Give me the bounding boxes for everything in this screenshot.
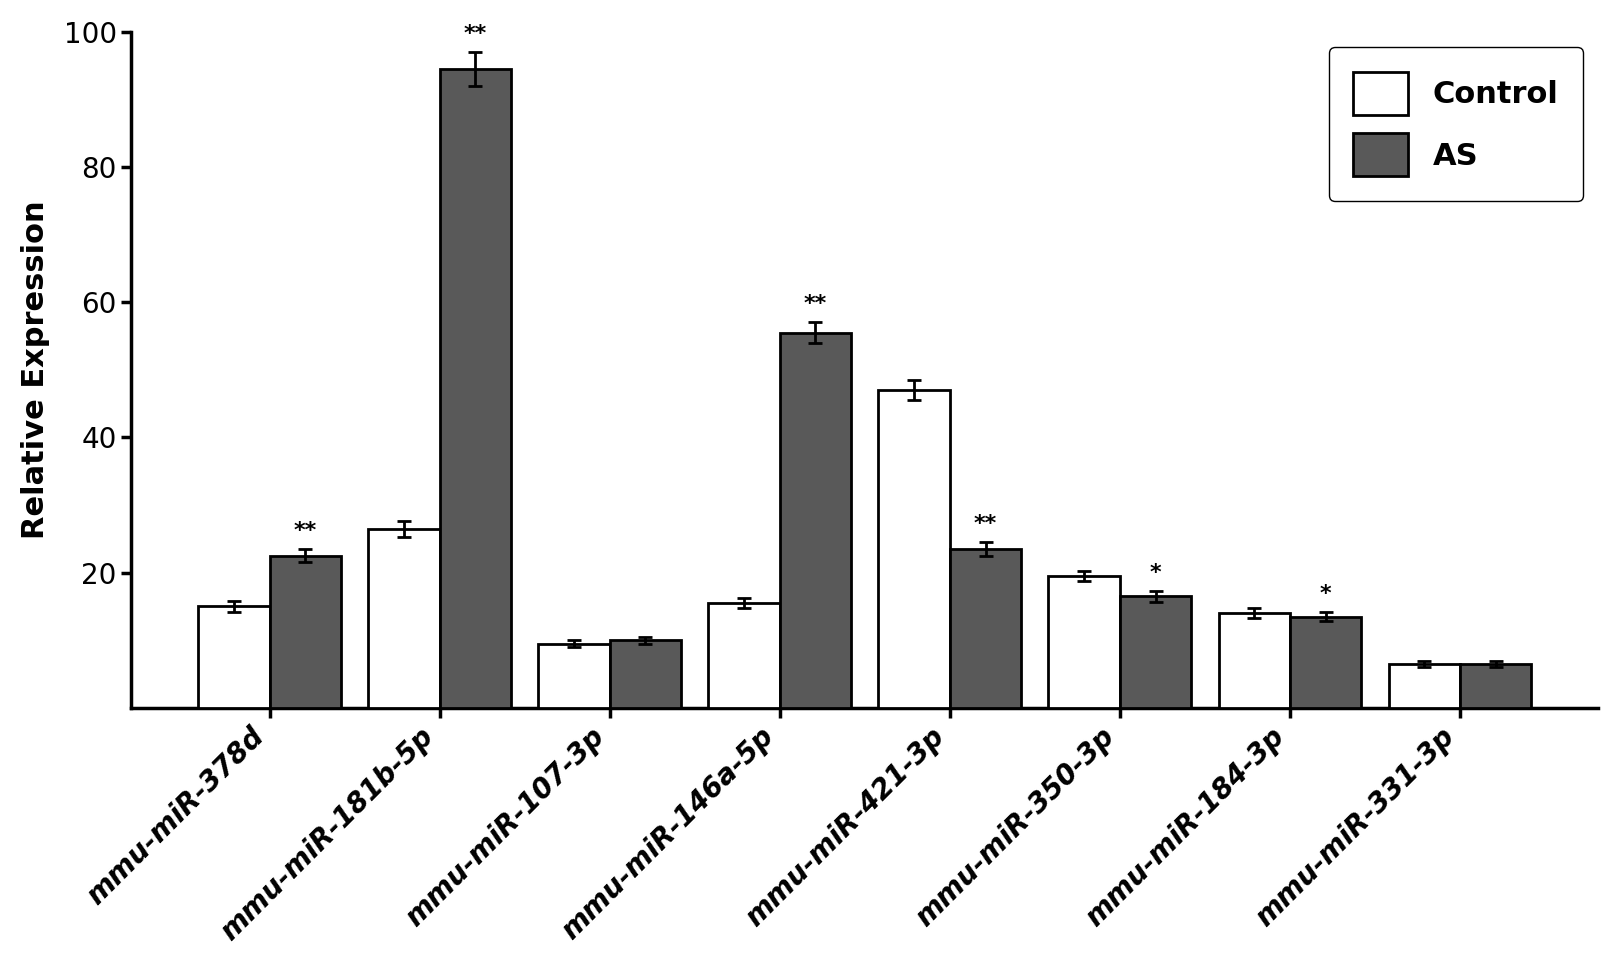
Bar — [1460, 664, 1532, 708]
Text: *: * — [1319, 584, 1331, 603]
Bar — [610, 640, 682, 708]
Bar — [1219, 613, 1290, 708]
Bar — [1120, 597, 1192, 708]
Text: **: ** — [293, 521, 317, 541]
Bar — [269, 556, 342, 708]
Bar — [780, 333, 852, 708]
Text: **: ** — [805, 294, 827, 314]
Text: **: ** — [463, 24, 487, 44]
Bar — [440, 69, 512, 708]
Bar — [1290, 617, 1362, 708]
Bar — [1049, 576, 1120, 708]
Text: **: ** — [975, 514, 997, 534]
Bar — [879, 390, 950, 708]
Text: *: * — [1149, 563, 1161, 583]
Legend: Control, AS: Control, AS — [1329, 47, 1583, 201]
Bar — [1389, 664, 1460, 708]
Bar — [198, 606, 269, 708]
Bar — [368, 529, 440, 708]
Bar — [709, 603, 780, 708]
Bar — [950, 549, 1022, 708]
Bar — [538, 644, 610, 708]
Y-axis label: Relative Expression: Relative Expression — [21, 200, 50, 540]
